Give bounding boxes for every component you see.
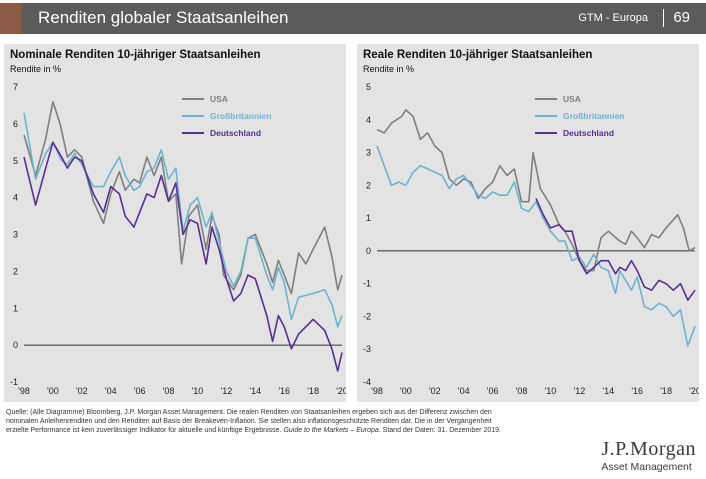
y-tick-label: 4 [13,193,18,203]
source-text: erzielte Performance ist kein zuverlässi… [6,427,282,434]
x-tick-label: '98 [371,386,383,396]
legend-label-deutschland: Deutschland [210,128,261,138]
source-line: Quelle: (Alle Diagramme) Bloomberg, J.P.… [6,409,492,416]
logo-subline: Asset Management [601,461,692,473]
x-tick-label: '20 [689,386,699,396]
y-tick-label: 0 [13,340,18,350]
y-tick-label: 2 [13,266,18,276]
legend-label-usa: USA [563,94,581,104]
chart-title: Reale Renditen 10-jähriger Staatsanleihe… [363,49,593,61]
slide-header: Renditen globaler Staatsanleihen GTM - E… [0,0,706,40]
series-line-grossbritannien [376,145,696,347]
y-tick-label: 6 [13,119,18,129]
x-tick-label: '00 [400,386,412,396]
x-tick-label: '02 [429,386,441,396]
x-tick-label: '14 [602,386,614,396]
header-band [0,3,706,34]
header-separator [663,9,664,27]
y-tick-label: 3 [13,230,18,240]
x-tick-label: '14 [249,386,261,396]
x-tick-label: '06 [134,386,146,396]
source-guide-title: Guide to the Markets – Europa. [283,427,381,434]
logo-wordmark: J.P.Morgan [601,438,696,460]
x-tick-label: '16 [278,386,290,396]
y-tick-label: 7 [13,82,18,92]
series-line-grossbritannien [23,112,343,328]
y-tick-label: -1 [10,377,18,387]
x-tick-label: '08 [516,386,528,396]
y-tick-label: 5 [13,156,18,166]
x-tick-label: '08 [163,386,175,396]
y-tick-label: -3 [363,344,371,354]
section-label: GTM - Europa [578,12,648,24]
legend-label-grossbritannien: Großbritannien [210,111,271,121]
legend-label-deutschland: Deutschland [563,128,614,138]
page-title: Renditen globaler Staatsanleihen [38,8,289,27]
source-note: Quelle: (Alle Diagramme) Bloomberg, J.P.… [6,408,566,435]
y-tick-label: 0 [366,246,371,256]
x-tick-label: '00 [47,386,59,396]
x-tick-label: '10 [545,386,557,396]
header-accent-bar [0,3,22,34]
series-line-deutschland [23,141,343,372]
x-tick-label: '20 [336,386,346,396]
y-tick-label: 2 [366,180,371,190]
y-tick-label: -4 [363,377,371,387]
y-tick-label: 3 [366,148,371,158]
chart-ylabel: Rendite in % [363,64,415,74]
source-line: nominalen Anleihenrenditen und den Rendi… [6,418,492,425]
y-tick-label: 4 [366,115,371,125]
chart-real-svg: -4 -3 -2 -1 0 1 2 3 4 5 '98 '00 '02 '04 '06 '08 '10 '12 '1… [363,82,699,396]
series-line-usa [23,101,343,295]
x-tick-label: '12 [573,386,585,396]
source-line: erzielte Performance ist kein zuverlässi… [6,426,566,435]
legend-label-grossbritannien: Großbritannien [563,111,624,121]
series-line-usa [376,109,696,272]
y-tick-label: -1 [363,279,371,289]
jpmorgan-logo: J.P.Morgan Asset Management [601,438,696,473]
y-tick-label: 5 [366,82,371,92]
y-tick-label: 1 [13,303,18,313]
x-tick-label: '04 [105,386,117,396]
x-tick-label: '18 [660,386,672,396]
source-date: Stand der Daten: 31. Dezember 2019. [382,427,501,434]
chart-nominal-svg: -1 0 1 2 3 4 5 6 7 '98 '00 '02 '04 '06 '08 '10 '12 '14 '16… [10,82,346,396]
y-tick-label: -2 [363,311,371,321]
page-number: 69 [673,9,690,26]
chart-ylabel: Rendite in % [10,64,62,74]
x-tick-label: '10 [192,386,204,396]
chart-title: Nominale Renditen 10-jähriger Staatsanle… [10,49,261,61]
y-tick-label: 1 [366,213,371,223]
series-line-deutschland [535,198,696,301]
x-tick-label: '04 [458,386,470,396]
x-tick-label: '16 [631,386,643,396]
legend-label-usa: USA [210,94,228,104]
chart-panel-real: Reale Renditen 10-jähriger Staatsanleihe… [357,44,699,402]
x-tick-label: '18 [307,386,319,396]
x-tick-label: '98 [18,386,30,396]
x-tick-label: '12 [220,386,232,396]
chart-panel-nominal: Nominale Renditen 10-jähriger Staatsanle… [4,44,346,402]
x-tick-label: '02 [76,386,88,396]
x-tick-label: '06 [487,386,499,396]
